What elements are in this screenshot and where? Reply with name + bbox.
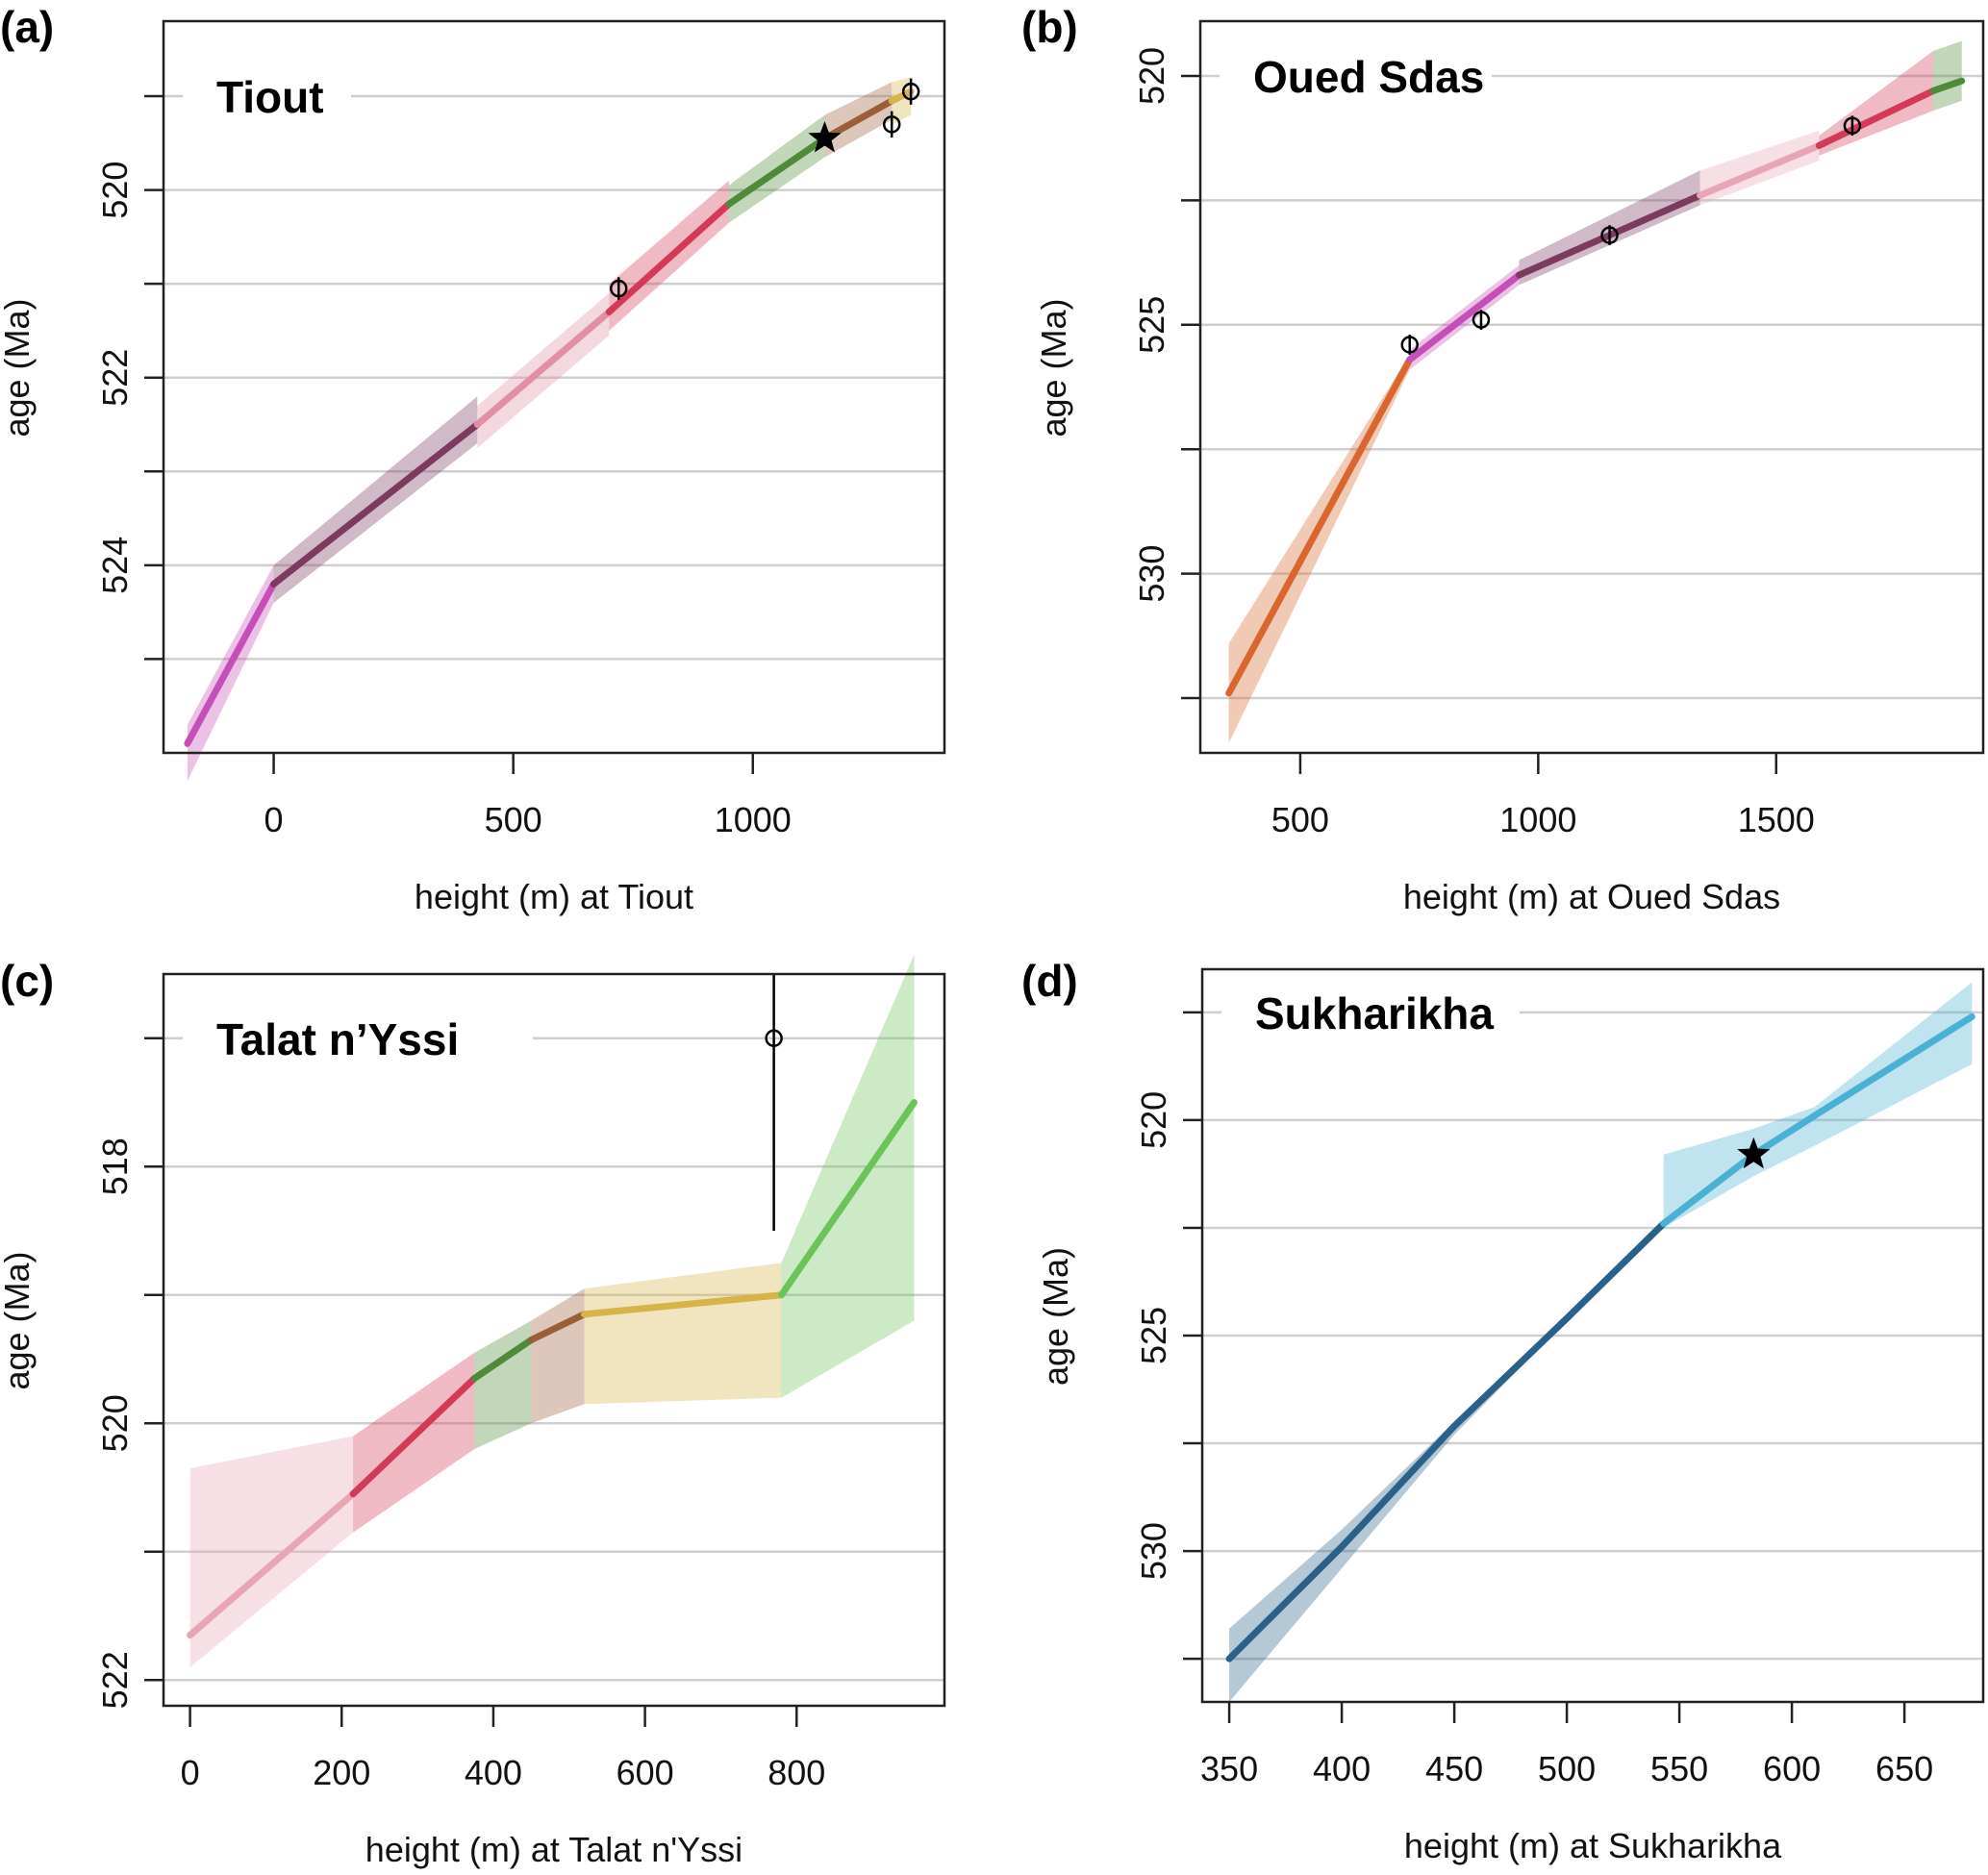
age-model-line	[1660, 1012, 1975, 1227]
dated-sample-point	[1600, 226, 1619, 244]
title-mask	[183, 1009, 533, 1067]
age-model-line	[187, 1490, 357, 1639]
dated-sample-point	[1472, 311, 1491, 329]
age-model-line	[1929, 77, 1966, 94]
x-tick-label: 500	[1538, 1749, 1596, 1788]
y-tick-label: 530	[1132, 545, 1171, 603]
x-tick-label: 650	[1875, 1749, 1933, 1788]
confidence-band	[584, 1262, 782, 1405]
x-tick-label: 550	[1650, 1749, 1708, 1788]
y-axis-label: age (Ma)	[1034, 298, 1073, 437]
y-tick-label: 522	[95, 349, 135, 407]
dated-sample-point	[1843, 116, 1862, 135]
x-tick-label: 600	[617, 1753, 674, 1792]
x-tick-label: 450	[1425, 1749, 1483, 1788]
panel-title: Tiout	[216, 72, 324, 122]
panel-letter: (a)	[0, 2, 54, 52]
y-tick-label: 530	[1134, 1522, 1173, 1580]
x-axis-label: height (m) at Tiout	[415, 877, 693, 916]
y-tick-label: 525	[1134, 1307, 1173, 1364]
x-axis-label: height (m) at Oued Sdas	[1403, 877, 1780, 916]
x-tick-label: 400	[1313, 1749, 1371, 1788]
age-model-line	[527, 1311, 589, 1343]
y-axis-label: age (Ma)	[1036, 1247, 1075, 1386]
dated-sample-point	[901, 82, 920, 101]
plot-frame	[1198, 19, 1985, 755]
y-tick-label: 524	[95, 537, 135, 594]
x-tick-label: 800	[768, 1753, 825, 1792]
panel-d: 520 525 530 350 400 450 500 550 600 650 height (m)…	[1021, 956, 1985, 1865]
dated-sample-point	[765, 1029, 783, 1048]
x-tick-label: 500	[485, 800, 542, 839]
confidence-band	[1228, 354, 1410, 743]
confidence-band	[531, 1288, 585, 1424]
y-tick-label: 520	[1132, 47, 1171, 105]
age-model-line	[1697, 141, 1823, 199]
dated-sample-point	[610, 279, 628, 298]
x-tick-label: 400	[465, 1753, 522, 1792]
age-model-line	[1225, 1219, 1668, 1662]
confidence-band	[1933, 40, 1962, 112]
age-model-line	[470, 1337, 535, 1383]
x-tick-label: 200	[313, 1753, 370, 1792]
dated-sample-point	[1400, 336, 1419, 354]
panel-title: Sukharikha	[1255, 988, 1494, 1038]
age-model-line	[778, 1099, 918, 1299]
panel-title: Talat n’Yssi	[216, 1014, 459, 1064]
x-tick-label: 1000	[715, 800, 792, 839]
title-mask	[1220, 46, 1492, 105]
confidence-band	[189, 1436, 354, 1667]
age-model-line	[349, 1375, 478, 1498]
panel-c: 518 520 522 0 200 400 600 800 height (m) at Tala…	[0, 954, 946, 1869]
y-axis-label: age (Ma)	[0, 1251, 37, 1389]
y-tick-label: 525	[1132, 296, 1171, 354]
star-marker	[808, 120, 842, 153]
age-model-line	[888, 88, 915, 105]
y-tick-label: 522	[95, 1651, 135, 1709]
confidence-band	[187, 564, 274, 782]
y-axis-label: age (Ma)	[0, 298, 37, 437]
confidence-band	[353, 1352, 475, 1533]
confidence-band	[892, 77, 912, 125]
star-marker	[1737, 1137, 1771, 1169]
confidence-band	[273, 396, 478, 603]
age-model-line	[605, 200, 733, 315]
y-tick-label: 520	[95, 162, 135, 219]
x-tick-label: 0	[181, 1753, 200, 1792]
title-mask	[1221, 983, 1520, 1041]
age-model-line	[1225, 356, 1414, 697]
plot-frame	[162, 19, 946, 755]
y-tick-label: 520	[1134, 1091, 1173, 1149]
age-model-line	[1406, 271, 1523, 363]
dated-sample-point	[882, 115, 901, 134]
panel-b: 520 525 530 500 1000 1500 height (m) at Oued S…	[1021, 2, 1985, 916]
y-tick-label: 518	[95, 1138, 135, 1195]
panel-letter: (b)	[1021, 2, 1078, 52]
title-mask	[183, 67, 351, 126]
age-model-line	[184, 580, 278, 747]
panel-title: Oued Sdas	[1253, 52, 1484, 102]
confidence-band	[474, 1320, 532, 1449]
x-tick-label: 1500	[1738, 800, 1815, 839]
x-axis-label: height (m) at Sukharikha	[1404, 1826, 1782, 1865]
age-model-line	[473, 308, 613, 429]
age-model-line	[581, 1291, 786, 1318]
age-model-line	[270, 421, 481, 588]
age-model-line	[725, 135, 828, 208]
y-tick-label: 520	[95, 1394, 135, 1452]
x-tick-label: 1000	[1499, 800, 1576, 839]
age-model-line	[1815, 87, 1937, 149]
x-tick-label: 600	[1763, 1749, 1821, 1788]
x-tick-label: 350	[1200, 1749, 1258, 1788]
plot-frame	[162, 972, 946, 1708]
age-model-line	[820, 97, 895, 142]
x-axis-label: height (m) at Talat n'Yssi	[365, 1830, 742, 1869]
x-tick-label: 0	[264, 800, 284, 839]
confidence-band	[781, 954, 915, 1398]
x-tick-label: 500	[1271, 800, 1329, 839]
panel-letter: (c)	[0, 956, 54, 1006]
panel-a: 520 522 524 0 500 1000 height (m) at Tiout age …	[0, 2, 946, 916]
panel-letter: (d)	[1021, 956, 1078, 1006]
